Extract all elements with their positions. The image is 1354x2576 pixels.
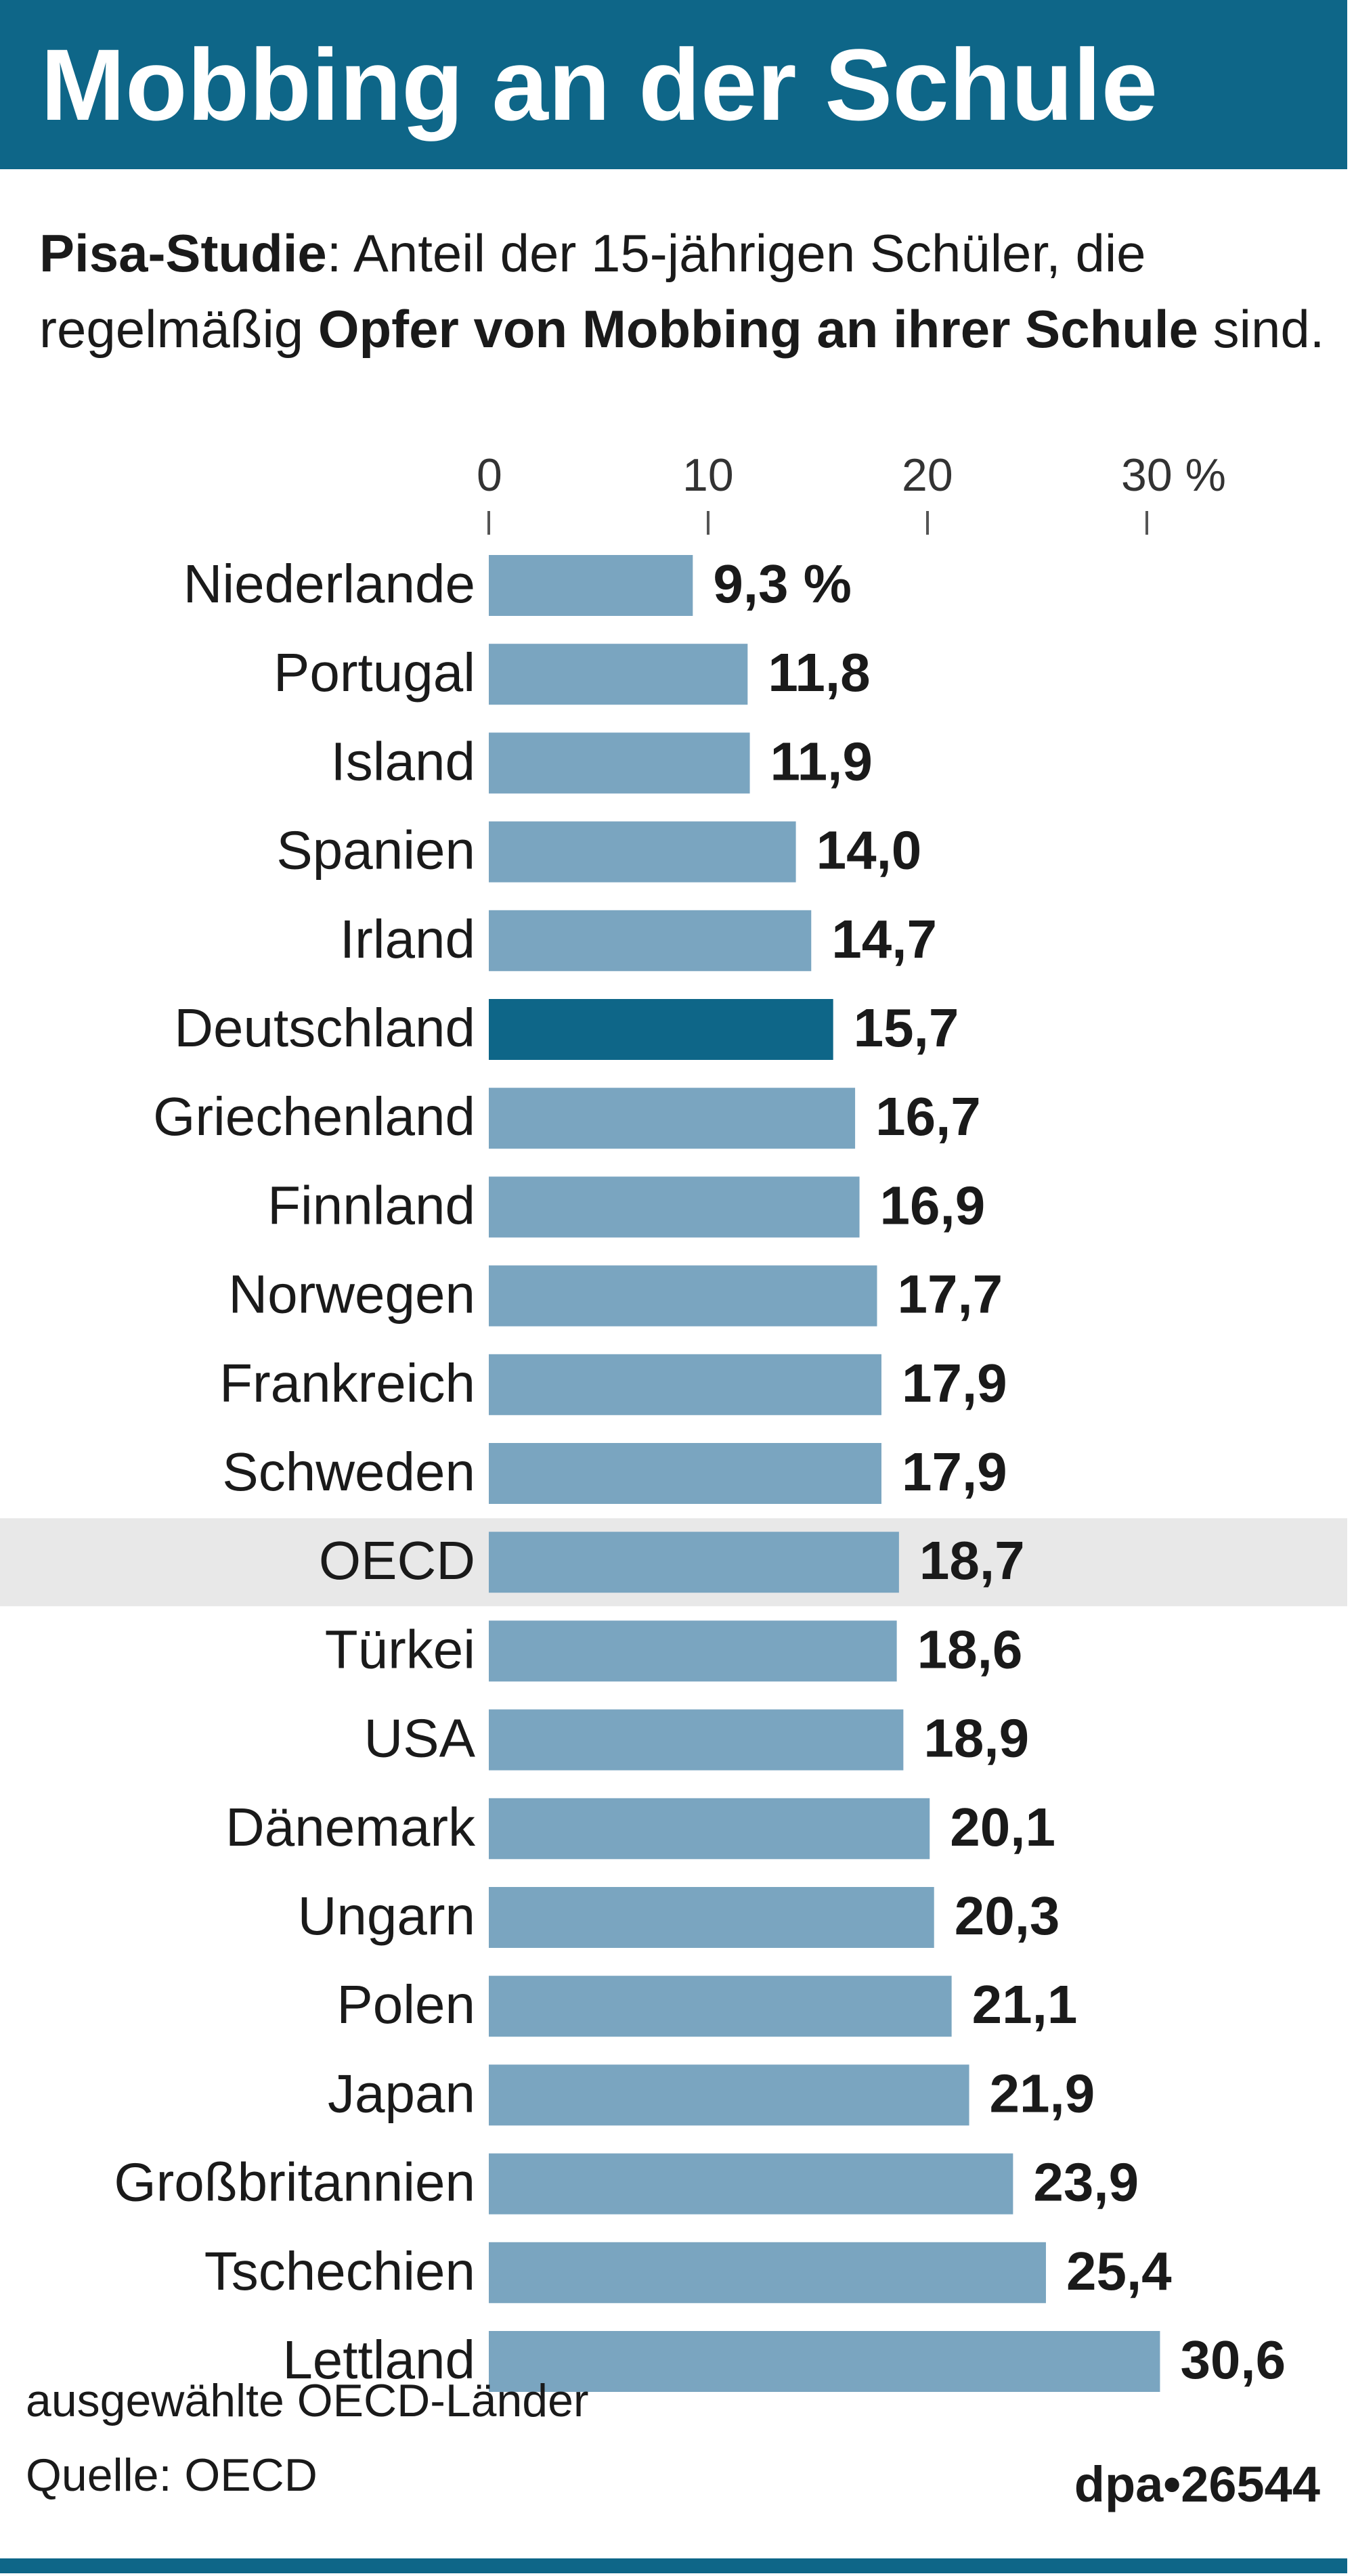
category-label: Island xyxy=(331,731,475,791)
category-label: Griechenland xyxy=(153,1086,475,1147)
value-label: 25,4 xyxy=(1066,2241,1172,2301)
bar xyxy=(489,1887,934,1948)
value-label: 16,7 xyxy=(875,1086,981,1147)
chart-footnote: ausgewählte OECD-Länder xyxy=(26,2375,589,2426)
value-label: 17,9 xyxy=(902,1442,1007,1502)
value-label: 23,9 xyxy=(1033,2152,1139,2213)
category-label: Frankreich xyxy=(219,1353,475,1413)
title-banner: Mobbing an der Schule xyxy=(0,0,1347,169)
value-label: 18,9 xyxy=(923,1708,1029,1769)
bar-highlight xyxy=(489,999,833,1060)
value-label: 14,7 xyxy=(831,909,937,969)
bar xyxy=(489,2331,1160,2392)
category-label: OECD xyxy=(319,1530,475,1591)
category-label: Portugal xyxy=(274,642,475,703)
bar xyxy=(489,1532,899,1593)
category-label: Japan xyxy=(328,2063,475,2123)
bar xyxy=(489,1798,930,1859)
category-label: Spanien xyxy=(276,820,475,881)
bar xyxy=(489,1088,856,1149)
agency-credit: dpa•26544 xyxy=(1074,2456,1320,2512)
x-tick-label: 0 xyxy=(477,449,502,501)
value-label: 17,7 xyxy=(897,1264,1003,1325)
bottom-rule xyxy=(0,2558,1347,2573)
category-label: Finnland xyxy=(267,1175,475,1235)
bar xyxy=(489,1354,881,1415)
subtitle-tail: sind. xyxy=(1198,299,1325,359)
x-tick-label: 10 xyxy=(682,449,734,501)
subtitle-highlight: Opfer von Mobbing an ihrer Schule xyxy=(318,299,1198,359)
x-tick-label: 30 % xyxy=(1121,449,1226,501)
bar xyxy=(489,1265,877,1327)
category-label: Großbritannien xyxy=(114,2152,475,2213)
value-label: 17,9 xyxy=(902,1353,1007,1413)
subtitle-lead-text: : Anteil der 15-jährigen Schüler, die re… xyxy=(39,223,1146,359)
category-label: Lettland xyxy=(282,2330,475,2390)
bar xyxy=(489,1620,897,1682)
bar xyxy=(489,910,812,971)
category-label: Tschechien xyxy=(204,2241,475,2301)
bar xyxy=(489,821,796,883)
category-label: Deutschland xyxy=(174,998,475,1058)
category-label: USA xyxy=(364,1708,476,1769)
bar xyxy=(489,2064,969,2126)
value-label: 21,9 xyxy=(990,2063,1095,2123)
bar-chart: 0 10 20 30 % Niederlande 9,3 % Portugal 11,8 Isl… xyxy=(0,449,1347,2392)
value-label: 15,7 xyxy=(854,998,959,1058)
value-label: 18,7 xyxy=(919,1530,1025,1591)
bar xyxy=(489,1976,952,2037)
bar xyxy=(489,555,693,616)
bar xyxy=(489,2242,1046,2303)
bar xyxy=(489,2153,1013,2215)
value-label: 14,0 xyxy=(816,820,922,881)
value-label: 9,3 % xyxy=(713,554,852,614)
category-label: Irland xyxy=(340,909,475,969)
bar xyxy=(489,1709,904,1771)
page-title: Mobbing an der Schule xyxy=(41,28,1158,141)
value-label: 20,3 xyxy=(955,1886,1060,1946)
category-label: Türkei xyxy=(325,1619,475,1679)
value-label: 21,1 xyxy=(972,1974,1078,2035)
chart-source: Quelle: OECD xyxy=(26,2449,318,2501)
value-label: 16,9 xyxy=(880,1175,986,1235)
bar xyxy=(489,1443,881,1504)
category-label: Ungarn xyxy=(298,1886,475,1946)
chart-subtitle: Pisa-Studie: Anteil der 15-jährigen Schü… xyxy=(39,215,1326,367)
value-label: 18,6 xyxy=(917,1619,1023,1679)
bar xyxy=(489,732,750,794)
category-label: Niederlande xyxy=(183,554,475,614)
value-label: 11,9 xyxy=(770,731,873,791)
bar xyxy=(489,1176,860,1238)
category-label: Dänemark xyxy=(225,1797,476,1857)
bar xyxy=(489,644,748,705)
category-label: Norwegen xyxy=(228,1264,475,1325)
value-label: 30,6 xyxy=(1180,2330,1286,2390)
value-label: 20,1 xyxy=(950,1797,1055,1857)
category-label: Polen xyxy=(336,1974,475,2035)
x-tick-label: 20 xyxy=(902,449,953,501)
value-label: 11,8 xyxy=(768,642,870,703)
category-label: Schweden xyxy=(222,1442,475,1502)
subtitle-lead-bold: Pisa-Studie xyxy=(39,223,327,283)
